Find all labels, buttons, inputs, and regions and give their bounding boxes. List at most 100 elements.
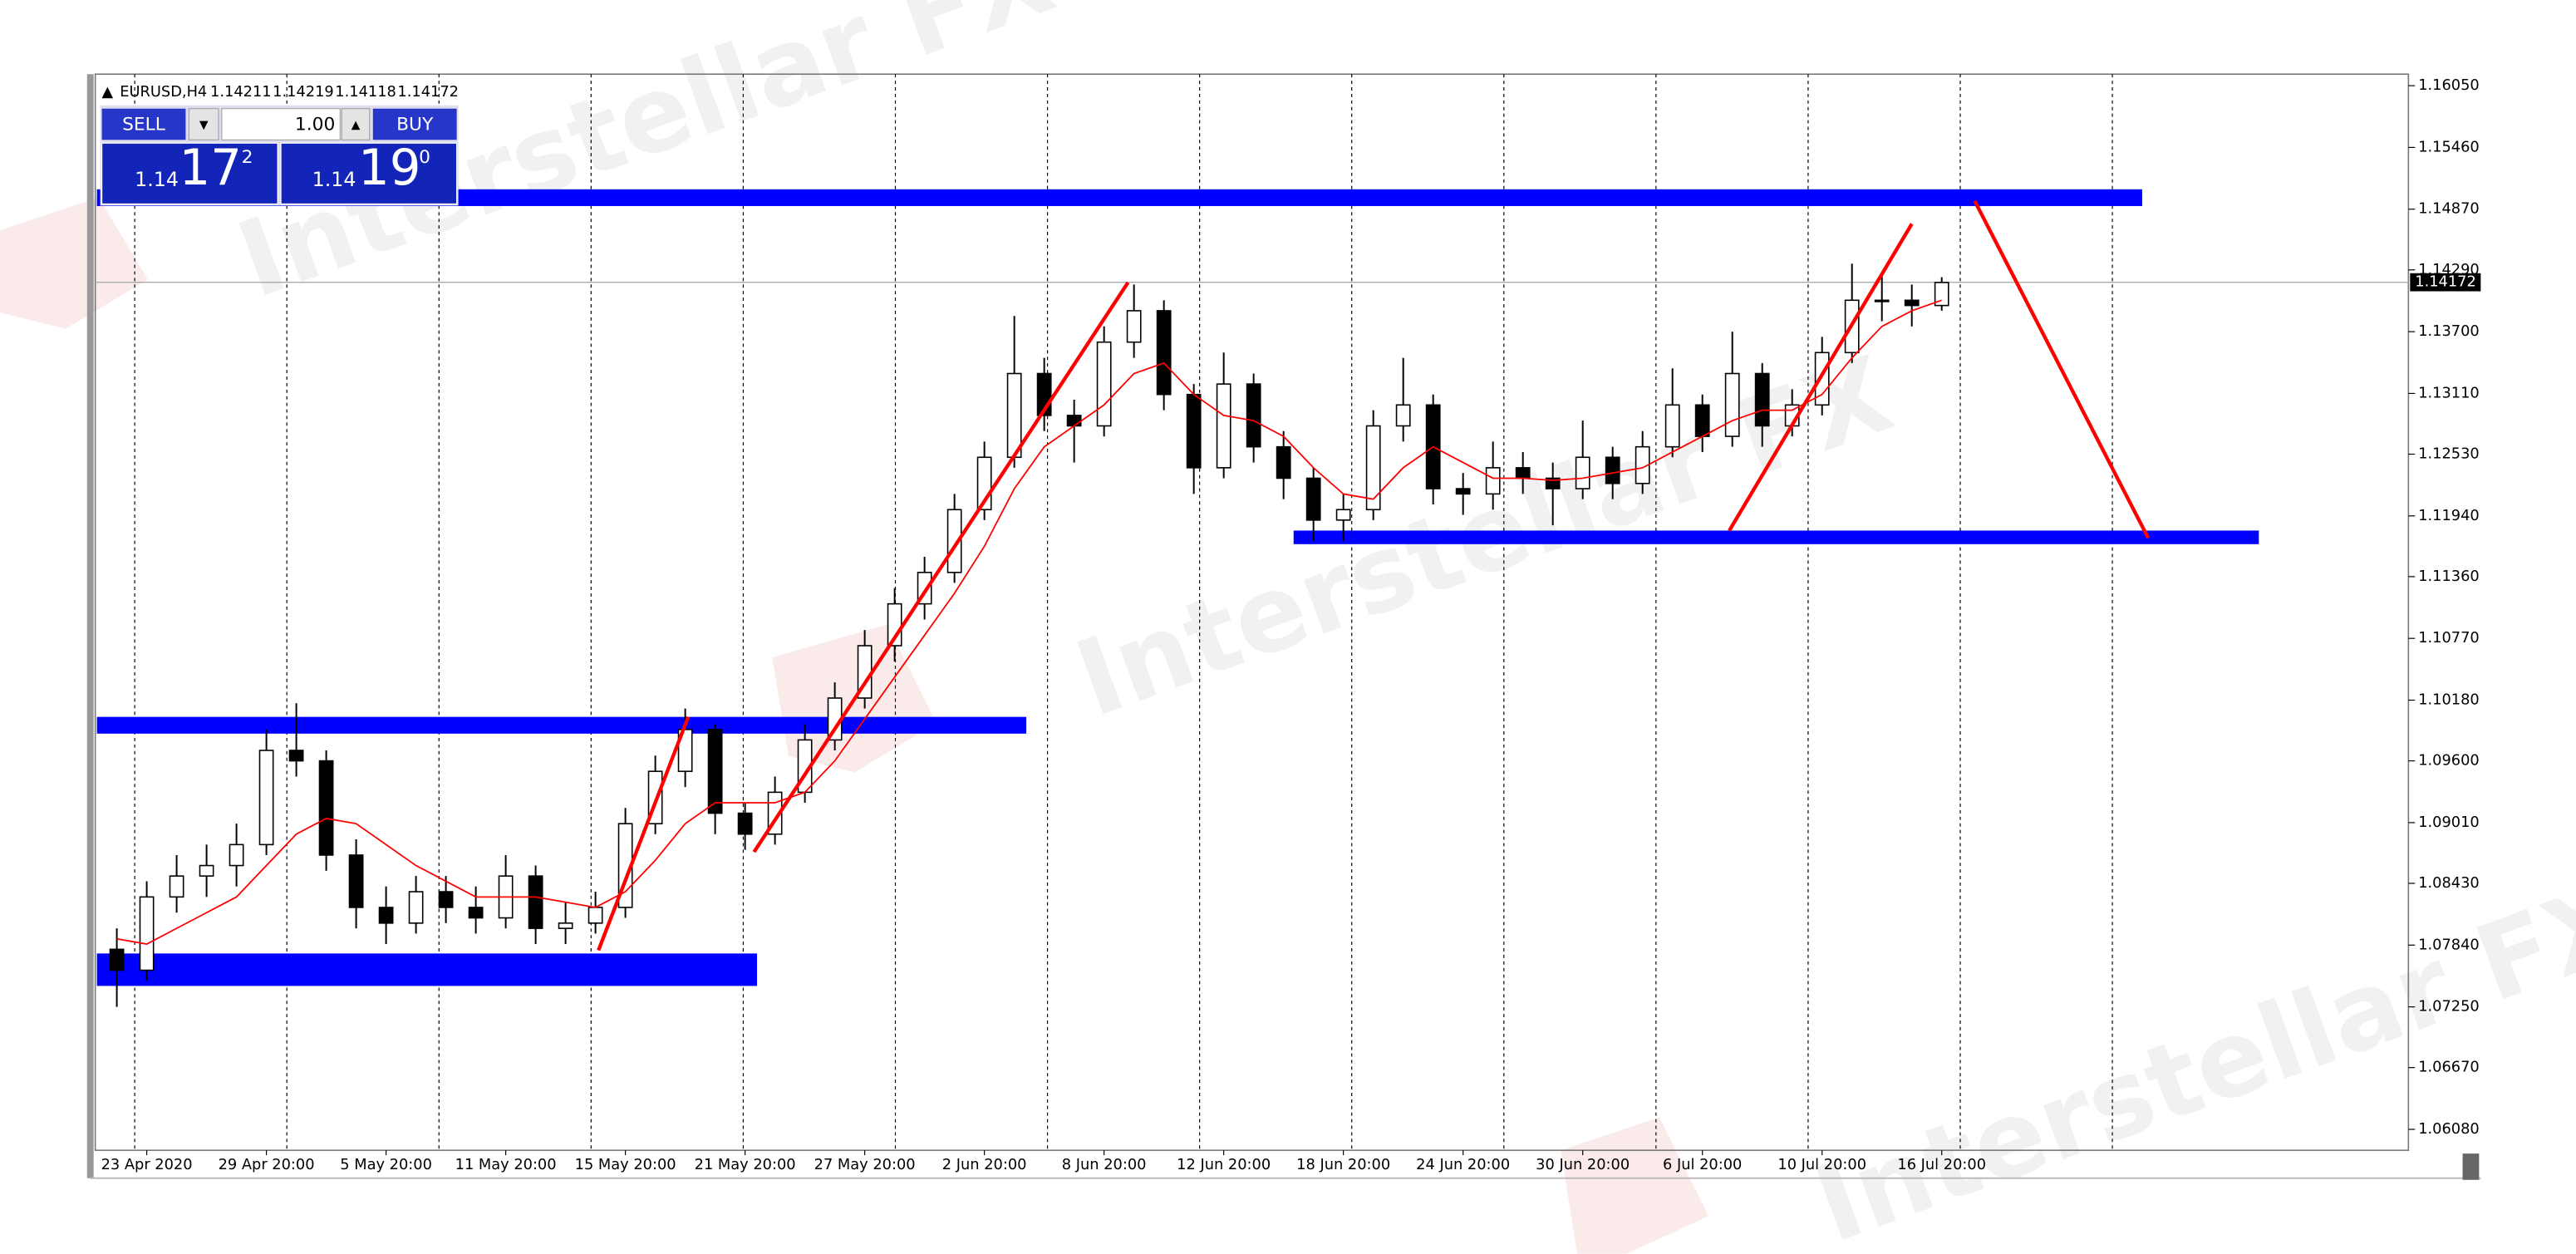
bid-box[interactable] bbox=[101, 142, 278, 205]
candle-body bbox=[229, 843, 244, 867]
candle-body bbox=[1605, 456, 1620, 484]
candle-body bbox=[1096, 341, 1112, 427]
up-arrow[interactable]: ▲ bbox=[351, 119, 361, 132]
moving-average bbox=[116, 299, 1942, 945]
x-tick-label: 21 May 20:00 bbox=[695, 1156, 796, 1173]
ask-pips[interactable]: 19 bbox=[358, 139, 420, 196]
symbol: EURUSD,H4 bbox=[120, 83, 207, 101]
dropdown-arrow[interactable]: ▼ bbox=[199, 119, 209, 132]
y-tick-label: 1.16050 bbox=[2418, 76, 2480, 94]
bid-frac[interactable]: 2 bbox=[242, 147, 253, 168]
x-tick-label: 18 Jun 20:00 bbox=[1296, 1156, 1390, 1173]
buy-label[interactable]: BUY bbox=[396, 115, 434, 135]
plot-frame bbox=[94, 73, 2410, 1151]
volume-up[interactable] bbox=[341, 108, 371, 140]
header-arrow: ▲ bbox=[102, 83, 114, 101]
y-tick-label: 1.13110 bbox=[2418, 384, 2480, 401]
trend-line bbox=[1973, 199, 2151, 539]
plot bbox=[95, 74, 2409, 1151]
bid-big[interactable]: 1.14 bbox=[135, 168, 179, 191]
candle-body bbox=[1156, 310, 1172, 396]
x-tick-label: 11 May 20:00 bbox=[455, 1156, 557, 1173]
watermark-logo bbox=[1561, 1117, 1709, 1254]
y-tick-label: 1.10180 bbox=[2418, 691, 2480, 709]
candle-body bbox=[199, 864, 214, 877]
trend-line bbox=[597, 716, 691, 952]
candle-body bbox=[1934, 282, 1949, 307]
zone bbox=[96, 716, 1027, 734]
watermark-logo bbox=[0, 197, 148, 329]
candle-body bbox=[1305, 477, 1321, 521]
y-tick-label: 1.15460 bbox=[2418, 138, 2480, 155]
x-tick-label: 15 May 20:00 bbox=[575, 1156, 676, 1173]
candle-body bbox=[1545, 477, 1561, 489]
y-tick-label: 1.06080 bbox=[2418, 1120, 2480, 1138]
candle-body bbox=[1575, 456, 1590, 489]
watermark: Interstellar FX bbox=[1800, 859, 2576, 1254]
candle-body bbox=[946, 509, 962, 573]
ask-frac[interactable]: 0 bbox=[419, 147, 430, 168]
x-tick-label: 30 Jun 20:00 bbox=[1536, 1156, 1630, 1173]
candle-body bbox=[1455, 488, 1471, 495]
candle-body bbox=[1724, 372, 1740, 437]
candle-body bbox=[1664, 404, 1680, 448]
trade-panel: SELL ▼ 1.00 ▲ BUY 1.14 17 2 1.14 19 0 bbox=[100, 105, 459, 206]
header-open: 1.14211 bbox=[210, 83, 272, 101]
candle-body bbox=[1246, 383, 1261, 448]
x-tick-label: 16 Jul 20:00 bbox=[1897, 1156, 1986, 1173]
candle-body bbox=[1066, 415, 1082, 427]
zone bbox=[1293, 530, 2259, 544]
candle-body bbox=[1904, 299, 1920, 307]
sell-label[interactable]: SELL bbox=[122, 115, 165, 135]
volume-input[interactable] bbox=[221, 108, 341, 140]
x-tick-label: 27 May 20:00 bbox=[814, 1156, 916, 1173]
volume-value[interactable]: 1.00 bbox=[295, 115, 335, 135]
y-tick-label: 1.12530 bbox=[2418, 445, 2480, 462]
header: ▲ EURUSD,H4 1.14211 1.14219 1.14118 1.14… bbox=[102, 83, 459, 101]
x-tick-label: 29 Apr 20:00 bbox=[219, 1156, 315, 1173]
y-tick-label: 1.09010 bbox=[2418, 814, 2480, 831]
x-tick-label: 12 Jun 20:00 bbox=[1177, 1156, 1271, 1173]
y-tick-label: 1.07840 bbox=[2418, 936, 2480, 953]
candle-body bbox=[1635, 445, 1650, 484]
x-tick-label: 2 Jun 20:00 bbox=[942, 1156, 1027, 1173]
x-tick-label: 23 Apr 2020 bbox=[101, 1156, 193, 1173]
y-tick-label: 1.14870 bbox=[2418, 200, 2480, 218]
zone bbox=[96, 189, 2142, 206]
candle-body bbox=[1186, 393, 1202, 469]
x-tick-label: 6 Jul 20:00 bbox=[1663, 1156, 1742, 1173]
header-close: 1.14172 bbox=[397, 83, 459, 101]
candle-body bbox=[707, 729, 723, 814]
sell-button[interactable] bbox=[101, 108, 186, 140]
scroll-handle bbox=[2462, 1153, 2480, 1180]
y-tick-label: 1.07250 bbox=[2418, 998, 2480, 1015]
candle-body bbox=[169, 875, 184, 898]
volume-dropdown[interactable] bbox=[188, 108, 219, 140]
candle-body bbox=[1276, 445, 1291, 479]
candle-body bbox=[438, 891, 454, 908]
candle-body bbox=[468, 907, 484, 919]
buy-button[interactable] bbox=[372, 108, 457, 140]
candle-body bbox=[378, 907, 394, 924]
y-tick-label: 1.13700 bbox=[2418, 322, 2480, 340]
current-price-box bbox=[2410, 273, 2481, 292]
x-tick-label: 10 Jul 20:00 bbox=[1777, 1156, 1866, 1173]
x-tick-label: 24 Jun 20:00 bbox=[1416, 1156, 1510, 1173]
candle-body bbox=[318, 760, 334, 856]
ask-box[interactable] bbox=[280, 142, 458, 205]
left-border bbox=[86, 74, 94, 1178]
candle-body bbox=[408, 891, 424, 924]
y-tick-label: 1.09600 bbox=[2418, 752, 2480, 770]
candle-body bbox=[1874, 299, 1890, 302]
candle-body bbox=[1694, 404, 1710, 437]
candle-body bbox=[1395, 404, 1411, 427]
candle-body bbox=[1126, 310, 1142, 343]
candle-body bbox=[1006, 372, 1022, 459]
y-tick-label: 1.10770 bbox=[2418, 629, 2480, 647]
zone bbox=[96, 953, 758, 986]
y-tick-label: 1.11940 bbox=[2418, 507, 2480, 524]
bid-pips[interactable]: 17 bbox=[179, 139, 241, 196]
ask-big[interactable]: 1.14 bbox=[312, 168, 356, 191]
